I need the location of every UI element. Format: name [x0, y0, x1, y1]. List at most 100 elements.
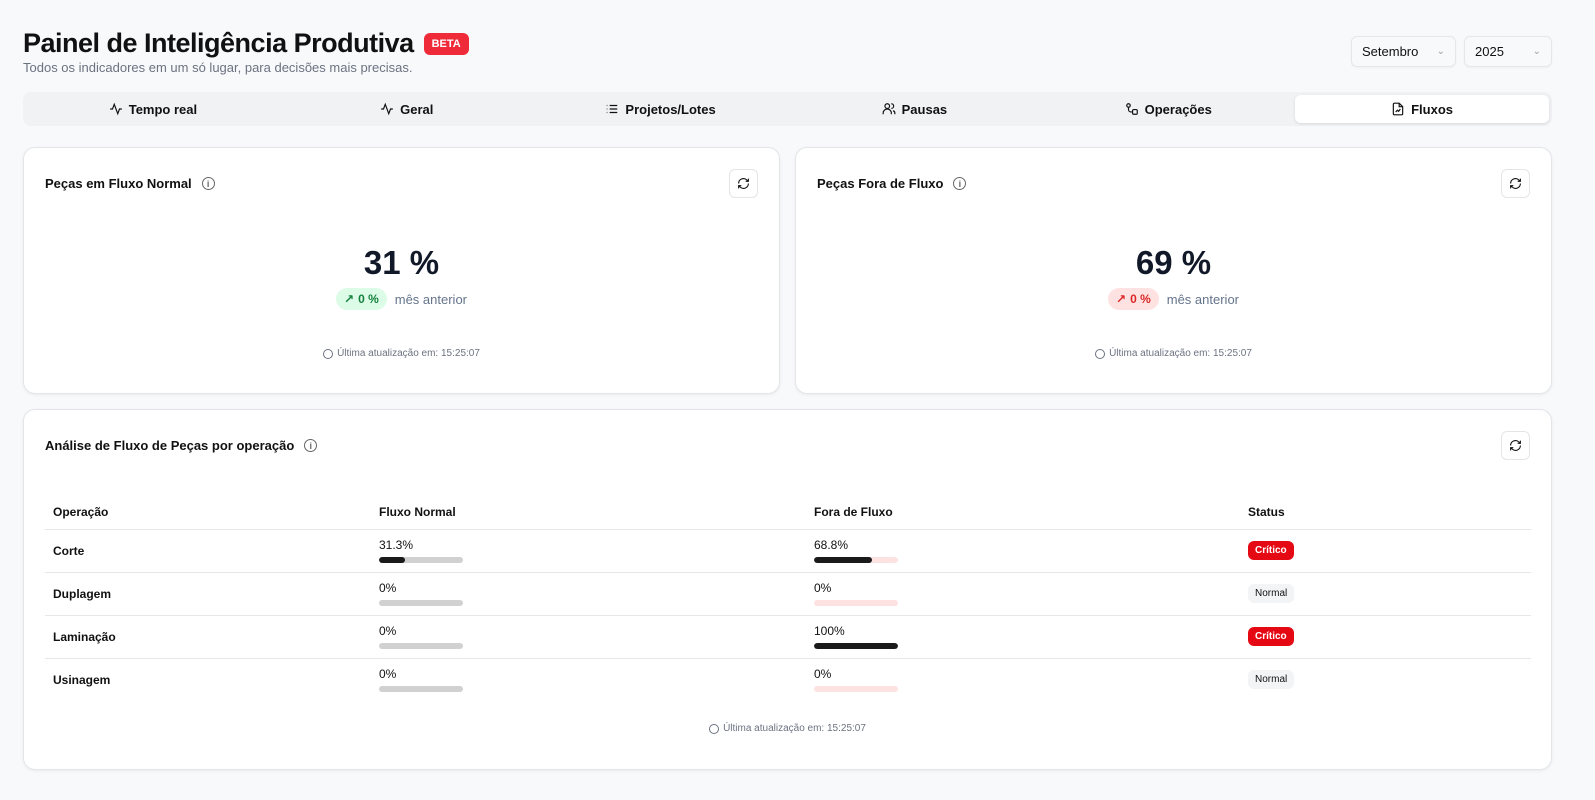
flow-table: Operação Fluxo Normal Fora de Fluxo Stat… — [45, 496, 1531, 701]
year-select[interactable]: 2025 ⌄ — [1464, 36, 1552, 67]
fluxo-normal-bar — [379, 643, 463, 649]
tab-label: Fluxos — [1411, 101, 1453, 117]
fluxo-normal-cell: 0% — [371, 572, 806, 616]
tab-label: Tempo real — [128, 101, 198, 117]
fora-de-fluxo-bar — [814, 686, 898, 693]
tab-projetos-lotes[interactable]: Projetos/Lotes — [534, 95, 788, 123]
status-cell: Normal — [1240, 658, 1531, 701]
status-badge: Normal — [1248, 584, 1295, 603]
page-title: Painel de Inteligência Produtiva — [23, 28, 414, 58]
trend-label: mês anterior — [1166, 291, 1239, 307]
card-title: Análise de Fluxo de Peças por operação — [45, 438, 295, 453]
fora-de-fluxo-value: 0% — [814, 667, 832, 682]
fora-de-fluxo-bar — [814, 600, 898, 606]
trend-value: 0 % — [1130, 292, 1151, 306]
fluxo-normal-value: 0% — [379, 581, 397, 595]
tab-label: Projetos/Lotes — [625, 101, 716, 117]
users-icon — [882, 103, 896, 115]
activity-icon — [381, 102, 393, 116]
fora-de-fluxo-cell: 0% — [806, 658, 1240, 701]
tab-operacoes[interactable]: Operações — [1041, 95, 1295, 123]
info-icon[interactable]: i — [953, 177, 967, 190]
fluxo-normal-value: 0% — [379, 624, 397, 638]
operation-name: Laminação — [45, 615, 371, 659]
metric-value: 31 % — [363, 244, 440, 281]
trend-value: 0 % — [358, 292, 379, 306]
tab-label: Pausas — [901, 101, 948, 117]
operation-name: Duplagem — [45, 572, 371, 616]
last-updated: Última atualização em: 15:25:07 — [723, 723, 866, 734]
fluxo-normal-cell: 0% — [371, 615, 806, 659]
status-cell: Crítico — [1240, 529, 1531, 573]
beta-badge: BETA — [423, 32, 469, 55]
bar-fill — [379, 557, 406, 563]
col-status: Status — [1240, 496, 1531, 530]
col-fora-de-fluxo: Fora de Fluxo — [806, 496, 1240, 530]
refresh-icon — [1510, 440, 1521, 451]
bar-fill — [814, 643, 898, 649]
info-icon[interactable]: i — [304, 439, 318, 452]
fluxo-normal-value: 31.3% — [379, 538, 414, 552]
trending-up-icon: ↗ — [344, 292, 355, 306]
operation-name: Corte — [45, 529, 371, 573]
month-value: Setembro — [1362, 44, 1419, 59]
last-updated: Última atualização em: 15:25:07 — [337, 348, 480, 359]
page-title-row: Painel de Inteligência Produtiva BETA — [23, 28, 469, 59]
card-title: Peças em Fluxo Normal — [45, 176, 192, 191]
refresh-icon — [738, 178, 749, 189]
fora-de-fluxo-value: 68.8% — [814, 538, 849, 552]
tab-pausas[interactable]: Pausas — [787, 95, 1041, 123]
card-title: Peças Fora de Fluxo — [817, 176, 944, 191]
tab-geral[interactable]: Geral — [280, 95, 534, 123]
chevron-down-icon: ⌄ — [1436, 46, 1445, 57]
activity-icon — [109, 102, 122, 116]
status-cell: Normal — [1240, 572, 1531, 616]
trending-up-icon: ↗ — [1116, 292, 1127, 306]
fora-de-fluxo-cell: 0% — [806, 572, 1240, 616]
file-chart-icon — [1392, 102, 1404, 116]
fluxo-normal-value: 0% — [379, 667, 397, 682]
col-fluxo-normal: Fluxo Normal — [371, 496, 806, 530]
trend-label: mês anterior — [394, 291, 467, 307]
table-row: Usinagem 0% 0% Normal — [45, 658, 1531, 701]
trend-badge: ↗ 0 % — [1108, 288, 1159, 310]
refresh-icon — [1510, 178, 1521, 189]
metric-value: 69 % — [1135, 244, 1212, 281]
fluxo-normal-cell: 0% — [371, 658, 806, 701]
list-icon — [607, 104, 618, 114]
trend-badge: ↗ 0 % — [336, 288, 387, 310]
fluxo-normal-bar — [379, 686, 463, 693]
card-fluxo-normal: Peças em Fluxo Normal i 31 % ↗ 0 % mês ante… — [23, 147, 780, 394]
clock-icon — [709, 723, 720, 734]
table-row: Corte 31.3% 68.8% Crítico — [45, 529, 1531, 573]
fora-de-fluxo-cell: 100% — [806, 615, 1240, 659]
card-analise-fluxo: Análise de Fluxo de Peças por operação i … — [23, 409, 1552, 770]
operation-name: Usinagem — [53, 672, 111, 687]
tab-fluxos[interactable]: Fluxos — [1295, 95, 1549, 123]
card-fora-de-fluxo: Peças Fora de Fluxo i 69 % ↗ 0 % mês anteri… — [795, 147, 1552, 394]
tab-tempo-real[interactable]: Tempo real — [26, 95, 280, 123]
page-subtitle: Todos os indicadores em um só lugar, par… — [23, 60, 413, 75]
fora-de-fluxo-value: 100% — [814, 624, 845, 638]
refresh-button[interactable] — [1501, 169, 1530, 198]
month-select[interactable]: Setembro ⌄ — [1351, 36, 1456, 67]
table-row: Duplagem 0% 0% Normal — [45, 572, 1531, 616]
fluxo-normal-bar — [379, 557, 463, 563]
status-badge: Crítico — [1248, 627, 1294, 646]
workflow-icon — [1125, 103, 1138, 115]
info-icon[interactable]: i — [201, 177, 215, 190]
fora-de-fluxo-bar — [814, 557, 898, 563]
fora-de-fluxo-bar — [814, 643, 898, 649]
bar-fill — [814, 557, 872, 563]
fluxo-normal-bar — [379, 600, 463, 606]
refresh-button[interactable] — [1501, 431, 1530, 460]
year-value: 2025 — [1475, 44, 1504, 59]
clock-icon — [1095, 348, 1106, 359]
tab-label: Geral — [400, 101, 434, 117]
clock-icon — [323, 348, 334, 359]
refresh-button[interactable] — [729, 169, 758, 198]
fora-de-fluxo-cell: 68.8% — [806, 529, 1240, 573]
chevron-down-icon: ⌄ — [1532, 46, 1541, 57]
tab-bar: Tempo real Geral Projetos/Lotes Pausas O… — [23, 92, 1552, 126]
status-badge: Crítico — [1248, 541, 1294, 560]
